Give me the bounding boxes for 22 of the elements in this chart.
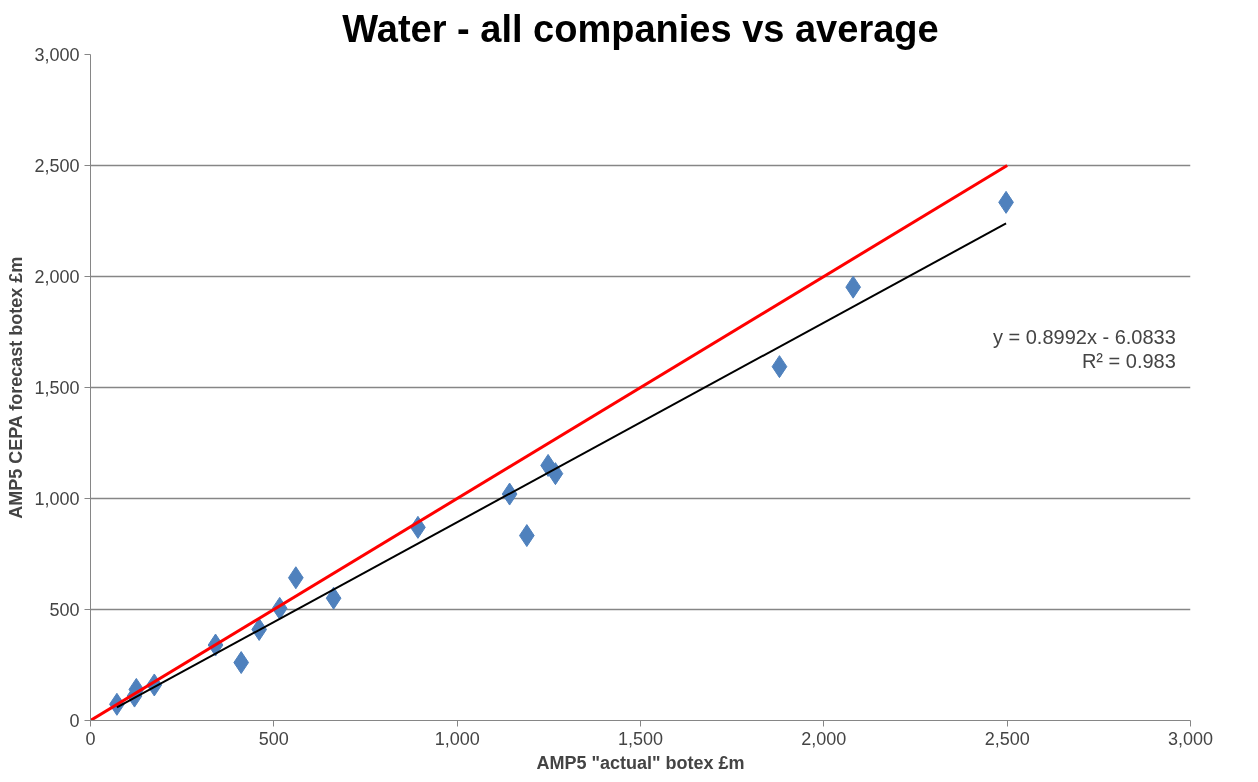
y-tick-label: 2,000 bbox=[34, 267, 80, 287]
y-tick-label: 500 bbox=[49, 600, 80, 620]
annotation: R² = 0.983 bbox=[1081, 349, 1176, 372]
y-axis-title: AMP5 CEPA forecast botex £m bbox=[6, 256, 27, 519]
x-tick-label: 2,500 bbox=[984, 728, 1030, 749]
x-tick-label: 2,000 bbox=[801, 728, 847, 749]
x-tick-label: 500 bbox=[258, 728, 289, 749]
y-tick-label: 2,500 bbox=[34, 156, 80, 176]
annotation: y = 0.8992x - 6.0833 bbox=[992, 325, 1176, 348]
point bbox=[325, 586, 342, 610]
x-tick-label: 3,000 bbox=[1167, 728, 1214, 749]
y-tick-label: 1,000 bbox=[34, 489, 80, 509]
x-tick-label: 1,500 bbox=[617, 728, 664, 749]
y-tick-label: 3,000 bbox=[34, 45, 80, 65]
point bbox=[771, 355, 788, 379]
x-tick-label: 0 bbox=[85, 728, 96, 749]
y-tick-label: 1,500 bbox=[34, 378, 80, 398]
x-tick-label: 1,000 bbox=[434, 728, 480, 749]
x-axis-title: AMP5 "actual" botex £m bbox=[536, 752, 745, 773]
chart-title: Water - all companies vs average bbox=[342, 7, 939, 50]
point bbox=[233, 651, 250, 675]
y-tick-label: 0 bbox=[69, 711, 80, 731]
